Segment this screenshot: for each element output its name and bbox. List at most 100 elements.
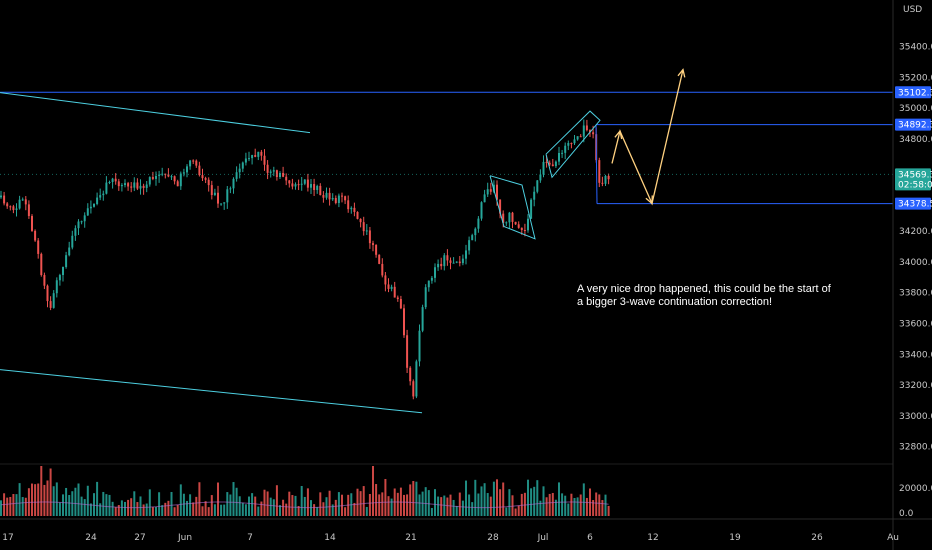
candle-body	[508, 212, 511, 223]
candle-body	[254, 155, 257, 157]
volume-bar	[564, 495, 567, 516]
volume-bar	[356, 488, 359, 516]
volume-bar	[579, 494, 582, 516]
candle-body	[164, 173, 167, 175]
candle-body	[477, 218, 480, 229]
volume-bar	[285, 503, 288, 516]
volume-bar	[192, 502, 195, 516]
channel-trendline	[0, 92, 311, 134]
volume-bar	[489, 496, 492, 516]
volume-bar	[275, 485, 278, 516]
candle-body	[359, 218, 362, 223]
candle-body	[151, 177, 154, 179]
projection-arrowhead	[645, 195, 653, 205]
candle-body	[527, 218, 529, 231]
candle-body	[198, 165, 201, 176]
volume-bar	[300, 486, 303, 516]
candle-body	[282, 172, 285, 177]
candle-body	[192, 160, 195, 162]
volume-bar	[480, 486, 483, 516]
candle-body	[387, 284, 390, 289]
volume-bar	[406, 494, 409, 516]
price-axis[interactable]: USD 35400.0 35200.0 35000.0 34800.0 34200.0 34…	[892, 0, 932, 550]
candle-body	[235, 172, 238, 179]
candle-body	[378, 254, 381, 264]
candle-body	[257, 151, 260, 157]
candle-body	[362, 222, 365, 232]
volume-bar	[6, 497, 9, 516]
candle-body	[486, 189, 489, 195]
time-axis[interactable]: 17 24 27 Jun 7 14 21 28 Jul 6 12 19 26 Au	[0, 518, 932, 543]
volume-bar	[80, 496, 83, 516]
volume-bar	[220, 504, 223, 516]
volume-bar	[173, 507, 176, 516]
candle-body	[40, 253, 43, 276]
volume-bar	[573, 497, 576, 516]
price-tick-label: 35200.0	[899, 73, 932, 83]
projection-arrowhead	[614, 129, 623, 140]
volume-bar	[213, 504, 216, 516]
candle-body	[551, 164, 554, 167]
volume-bar	[291, 495, 294, 516]
volume-bar	[254, 496, 257, 516]
volume-bar	[412, 481, 415, 516]
candle-body	[365, 230, 368, 232]
time-tick-label: 21	[405, 533, 416, 543]
candle-body	[27, 204, 30, 217]
volume-bar	[303, 496, 306, 516]
candle-body	[96, 197, 99, 204]
candle-body	[248, 158, 250, 160]
volume-bar	[316, 507, 319, 516]
candle-body	[294, 184, 297, 187]
volume-bar	[120, 500, 123, 516]
candle-body	[353, 207, 356, 212]
channel-trendline	[0, 369, 423, 414]
candle-body	[21, 199, 24, 201]
price-tags: 35102.3 34892.3 34378.5 34569.302:58:01	[895, 86, 932, 210]
candle-body	[533, 191, 536, 200]
volume-bar	[424, 487, 427, 516]
price-tick-label: 35400.0	[899, 42, 932, 52]
volume-bar	[449, 494, 452, 516]
candle-body	[263, 155, 266, 165]
currency-label: USD	[903, 5, 922, 15]
candle-body	[461, 258, 464, 264]
volume-bar	[99, 503, 102, 516]
volume-bar	[229, 494, 232, 516]
volume-bar	[471, 502, 474, 516]
volume-bar	[189, 494, 192, 516]
candle-body	[418, 330, 421, 362]
candle-body	[58, 275, 61, 281]
volume-bar	[279, 505, 281, 516]
price-tick-label: 34800.0	[899, 135, 932, 145]
candle-body	[421, 307, 424, 331]
volume-bar	[539, 500, 542, 516]
volume-bar	[601, 500, 604, 516]
volume-bar	[241, 502, 244, 516]
candle-body	[471, 235, 474, 241]
volume-bar	[505, 507, 508, 516]
volume-bar	[542, 486, 545, 516]
volume-bars	[0, 466, 610, 516]
candle-body	[105, 182, 108, 194]
volume-bar	[263, 489, 266, 516]
candle-body	[220, 203, 223, 205]
candle-body	[585, 125, 588, 131]
candle-body	[111, 178, 114, 183]
candle-body	[430, 277, 433, 281]
volume-bar	[24, 497, 27, 516]
volume-bar	[55, 482, 58, 516]
candle-body	[279, 172, 281, 178]
candle-body	[375, 244, 378, 255]
volume-bar	[133, 491, 136, 516]
price-tick-label: 32800.0	[899, 443, 932, 453]
volume-bar	[179, 484, 182, 516]
candle-body	[15, 208, 18, 210]
candle-body	[424, 287, 427, 308]
time-tick-label: 27	[134, 533, 145, 543]
volume-bar	[427, 490, 430, 516]
price-tick-label: 34000.0	[899, 258, 932, 268]
candle-body	[390, 286, 393, 289]
price-tick-label: 34200.0	[899, 227, 932, 237]
